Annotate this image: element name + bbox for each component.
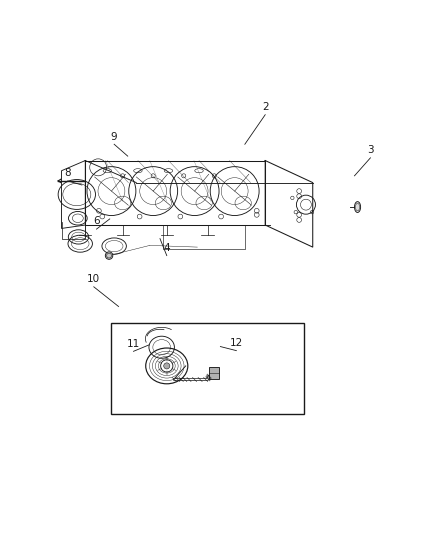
Text: 8: 8 xyxy=(64,168,71,178)
Text: 10: 10 xyxy=(87,274,100,284)
Ellipse shape xyxy=(105,252,113,260)
Text: 3: 3 xyxy=(367,145,374,155)
Text: 11: 11 xyxy=(127,338,140,349)
Bar xyxy=(209,367,219,379)
Bar xyxy=(111,323,304,415)
Text: 12: 12 xyxy=(230,338,243,348)
Text: 4: 4 xyxy=(163,243,170,253)
Ellipse shape xyxy=(354,201,360,213)
Circle shape xyxy=(164,363,170,369)
Text: 2: 2 xyxy=(262,102,268,112)
Text: 6: 6 xyxy=(93,216,100,227)
Text: 9: 9 xyxy=(111,132,117,142)
